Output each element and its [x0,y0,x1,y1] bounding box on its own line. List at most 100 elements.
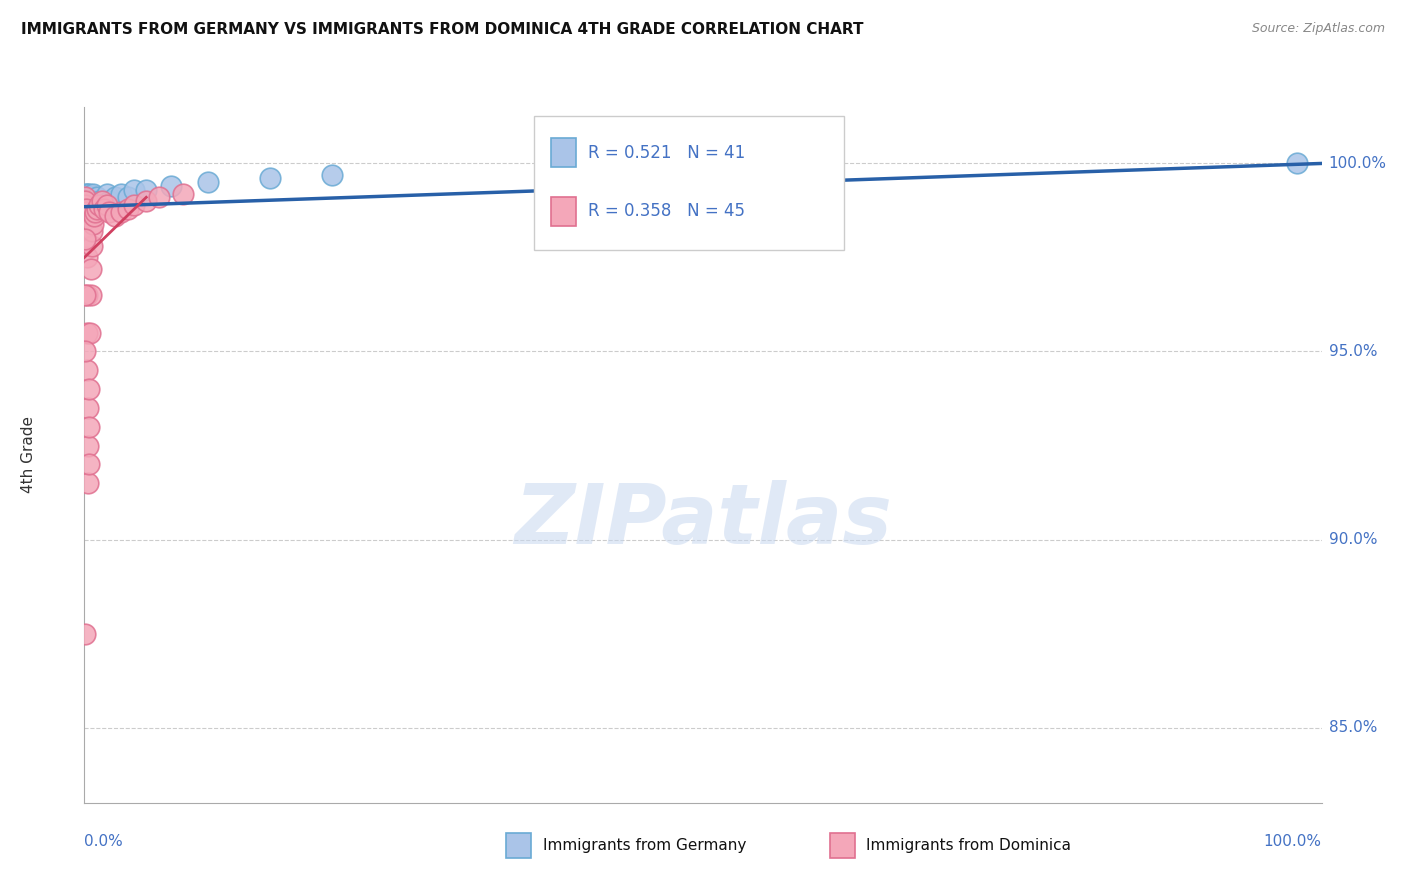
Text: 100.0%: 100.0% [1329,156,1386,171]
Point [76,401,98,415]
Text: R = 0.521   N = 41: R = 0.521 N = 41 [588,144,745,161]
Point [80,202,103,216]
Point [73,190,96,204]
Point [73,288,96,302]
Point [77,190,100,204]
Point [73,209,96,223]
Point [73,232,96,246]
Point [117,190,139,204]
Point [135,194,157,208]
Point [84,205,107,219]
Point [82,224,104,238]
Point [83,209,105,223]
Point [122,183,145,197]
Point [104,209,127,223]
Point [73,194,96,208]
Point [76,186,98,201]
Point [76,194,98,208]
Point [96,198,118,212]
Text: Source: ZipAtlas.com: Source: ZipAtlas.com [1251,22,1385,36]
Point [79,382,101,396]
Point [76,326,98,340]
Point [77,438,100,452]
Point [75,202,97,216]
Point [79,202,101,216]
Point [89,198,111,212]
Text: 90.0%: 90.0% [1329,532,1376,547]
Text: IMMIGRANTS FROM GERMANY VS IMMIGRANTS FROM DOMINICA 4TH GRADE CORRELATION CHART: IMMIGRANTS FROM GERMANY VS IMMIGRANTS FR… [21,22,863,37]
Point [98,194,121,208]
Text: 0.0%: 0.0% [84,834,124,849]
Point [77,198,100,212]
Point [82,186,104,201]
Point [148,190,170,204]
Point [75,212,97,227]
Point [73,626,96,640]
Point [79,288,101,302]
Text: ZIPatlas: ZIPatlas [515,480,891,561]
Point [80,239,103,253]
Point [79,194,101,208]
Point [86,202,108,216]
Point [90,194,112,208]
Point [98,205,121,219]
Point [135,183,157,197]
Point [110,205,132,219]
Point [77,458,100,472]
Point [73,344,96,359]
Text: R = 0.358   N = 45: R = 0.358 N = 45 [588,202,745,220]
Text: Immigrants from Dominica: Immigrants from Dominica [866,838,1071,853]
Point [104,190,127,204]
Point [75,194,97,208]
Point [82,194,104,208]
Point [83,194,105,208]
Point [77,202,100,216]
Text: 85.0%: 85.0% [1329,720,1376,735]
Point [75,209,97,223]
Point [122,198,145,212]
Point [73,202,96,216]
Point [79,190,101,204]
Point [76,198,98,212]
Point [75,198,97,212]
Point [79,326,101,340]
Point [172,186,194,201]
Point [75,190,97,204]
Point [76,202,98,216]
Point [79,198,101,212]
Point [197,175,219,189]
Point [75,190,97,204]
Point [160,179,183,194]
Point [86,190,108,204]
Point [77,194,100,208]
Point [96,186,118,201]
Point [1285,156,1308,170]
Text: 4th Grade: 4th Grade [21,417,35,493]
Text: 95.0%: 95.0% [1329,344,1376,359]
Point [76,251,98,265]
Point [80,190,103,204]
Point [77,476,100,491]
Point [76,288,98,302]
Point [692,156,714,170]
Point [75,205,97,219]
Point [76,190,98,204]
Text: 100.0%: 100.0% [1264,834,1322,849]
Point [75,198,97,212]
Point [93,202,115,216]
Point [84,198,107,212]
Point [76,363,98,377]
Point [259,171,281,186]
Point [117,202,139,216]
Point [321,168,343,182]
Point [82,217,104,231]
Point [89,194,111,208]
Point [91,202,114,216]
Point [77,419,100,434]
Point [80,261,103,276]
Point [75,194,97,208]
Point [110,186,132,201]
Point [79,186,101,201]
Point [75,186,97,201]
Text: Immigrants from Germany: Immigrants from Germany [543,838,747,853]
